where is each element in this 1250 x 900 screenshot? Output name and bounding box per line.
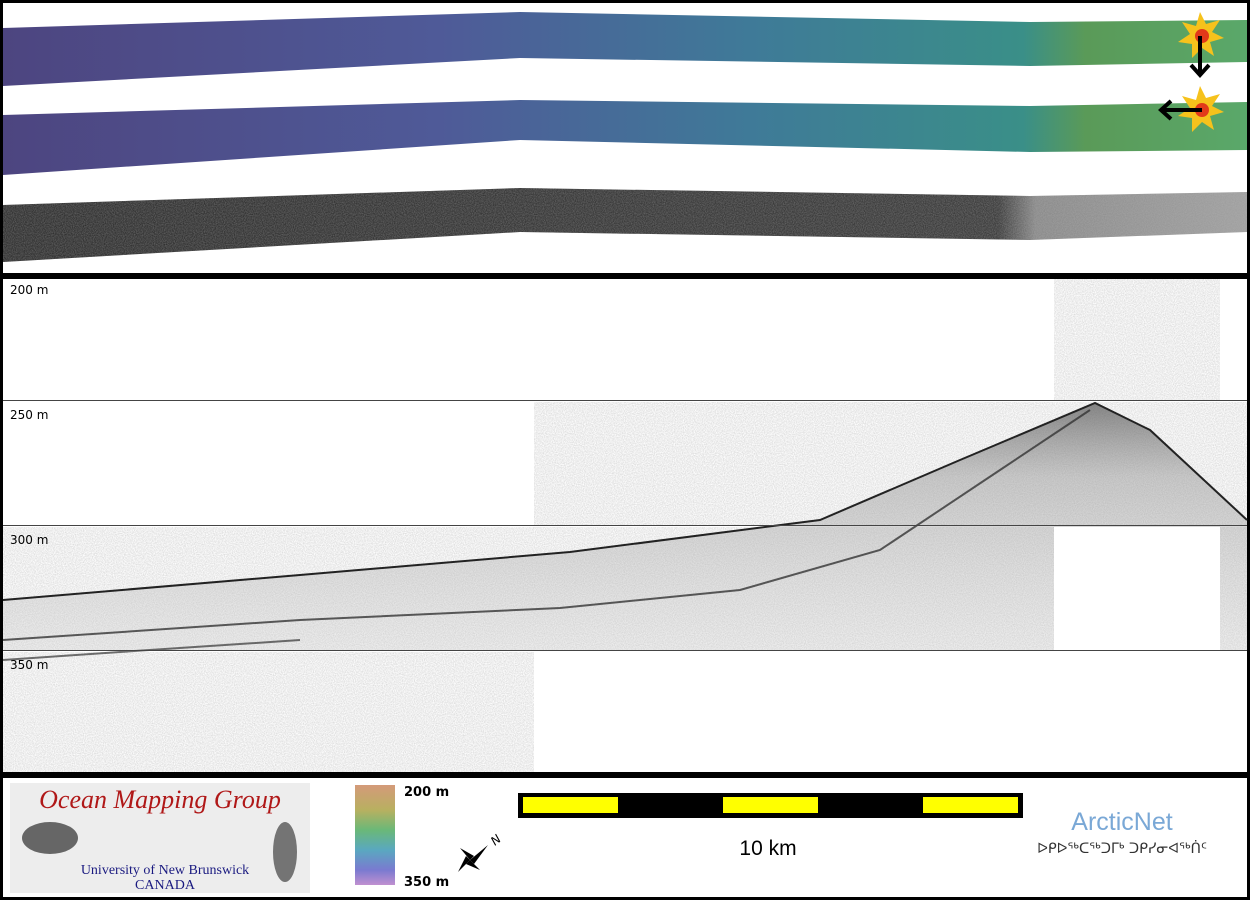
shape (460, 848, 474, 860)
depth-grid (3, 400, 1247, 651)
color-bar (355, 785, 395, 885)
shape (1054, 279, 1220, 400)
depth-label: 300 m (10, 533, 48, 547)
shape (458, 856, 470, 872)
depth-label: 200 m (10, 283, 48, 297)
partner-name: ArcticNet (1071, 808, 1172, 836)
color-bar-label: 200 m (404, 785, 449, 800)
backscatter-texture (3, 188, 1247, 262)
seafloor-reflector (2, 401, 1248, 601)
sediment (3, 403, 1247, 650)
shape (3, 652, 534, 772)
scale-label: 10 km (739, 837, 796, 860)
shape (923, 797, 1018, 813)
arrow (1189, 36, 1211, 78)
subbottom-reflector (2, 639, 301, 661)
subbottom-reflector (2, 409, 1091, 641)
bathymetry-swath (3, 100, 1247, 175)
bathymetry-swath (3, 12, 1247, 86)
shape (22, 822, 78, 854)
shape (723, 797, 818, 813)
shape (273, 822, 297, 882)
logo-country: CANADA (135, 878, 196, 893)
shape (466, 860, 480, 870)
partner-name-inuktitut: ᐅᑭᐅᖅᑕᖅᑐᒥᒃ ᑐᑭᓯᓂᐊᖅᑏᑦ (1037, 840, 1207, 857)
logo-institution: University of New Brunswick (81, 863, 249, 878)
depth-label: 250 m (10, 408, 48, 422)
shape (523, 797, 618, 813)
logo: Ocean Mapping Group University of New Br… (10, 783, 310, 893)
logo-title: Ocean Mapping Group (39, 785, 281, 814)
shape (470, 845, 488, 864)
color-bar-label: 350 m (404, 875, 449, 890)
depth-label: 350 m (10, 658, 48, 672)
scale-bar (518, 793, 1023, 818)
arrow (1158, 99, 1202, 121)
